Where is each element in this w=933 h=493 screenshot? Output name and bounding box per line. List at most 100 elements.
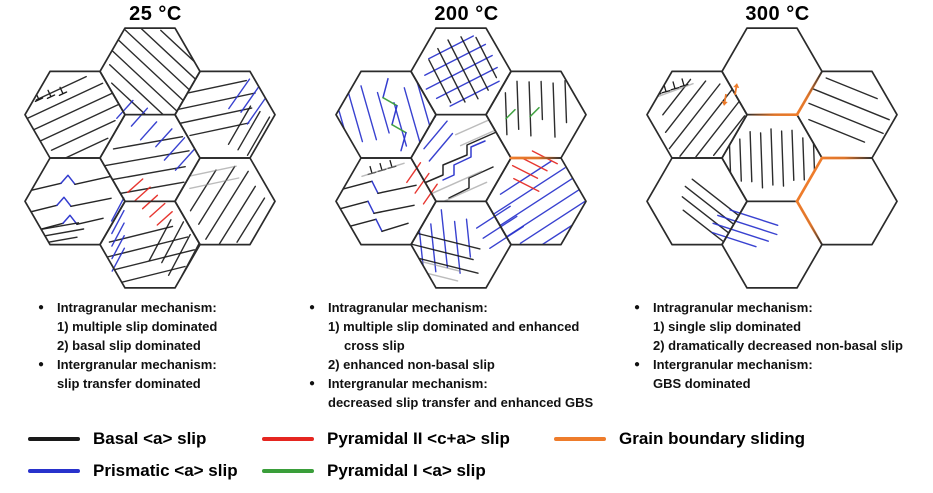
hex-diagram-3 (646, 27, 898, 289)
slip-line-blue (155, 128, 173, 148)
note-text: Intergranular mechanism: (328, 376, 488, 391)
slip-line-blue (440, 209, 449, 269)
slip-line-black (682, 209, 730, 245)
note-text: 1) multiple slip dominated and enhanced (328, 319, 580, 334)
dislocation-symbol (58, 86, 68, 97)
note-text: 2) basal slip dominated (57, 338, 201, 353)
note-text: GBS dominated (653, 376, 751, 391)
grain-hexagon-fill (25, 158, 125, 245)
slip-line-blue (246, 93, 269, 125)
bullet-marker: ● (634, 302, 641, 313)
slip-line-red (414, 172, 430, 194)
note-text: Intergranular mechanism: (653, 357, 813, 372)
panel-1: 25 °C ● Intragranular mechanism: 1) multipl… (0, 0, 311, 412)
legend-item: Basal <a> slip (28, 428, 262, 450)
slip-line-black (428, 59, 452, 104)
slip-line-gray (186, 165, 237, 178)
slip-line-black (119, 181, 185, 195)
slip-line-red (149, 202, 166, 218)
legend-label: Pyramidal II <c+a> slip (327, 429, 510, 448)
slip-line-black (413, 256, 479, 274)
mechanism-note-line: ● Intergranular mechanism: (632, 355, 933, 374)
slip-line-black (108, 225, 174, 243)
slip-polyline-blue (60, 174, 76, 186)
slip-line-blue (430, 223, 437, 273)
slip-line-blue (428, 132, 454, 162)
slip-line-black (437, 47, 466, 103)
slip-polyline-blue (367, 200, 375, 215)
slip-line-black (246, 116, 271, 157)
slip-line-black (825, 77, 878, 100)
slip-line-gray (189, 177, 240, 190)
slip-polyline-blue (400, 131, 407, 152)
slip-line-gray (430, 170, 483, 195)
slip-line-blue (130, 107, 149, 127)
note-text: Intragranular mechanism: (328, 300, 488, 315)
hex-diagram-2 (335, 27, 587, 289)
slip-line-gray (415, 259, 461, 272)
slip-polyline-black (448, 166, 494, 199)
note-text: 1) multiple slip dominated (57, 319, 218, 334)
slip-line-blue (453, 220, 461, 274)
mechanism-note-line: 1) multiple slip dominated (36, 317, 311, 336)
slip-polyline-black (414, 129, 502, 188)
mechanism-notes: ● Intragranular mechanism: 1) multiple sli… (36, 298, 311, 393)
slip-line-blue (492, 167, 566, 215)
slip-line-blue (139, 121, 158, 141)
slip-line-red (406, 161, 422, 184)
slip-line-black (415, 232, 481, 250)
slip-line-black (218, 185, 257, 245)
slip-line-black (108, 64, 166, 115)
legend-label: Grain boundary sliding (619, 429, 806, 448)
slip-line-black (739, 138, 743, 182)
mechanism-note-line: cross slip (307, 336, 622, 355)
slip-line-black (100, 165, 186, 183)
slip-line-black (100, 236, 189, 261)
grain-hexagon-fill (486, 158, 586, 245)
panel-2: 200 °C ● Intragranular mechanism: 1) multip… (309, 0, 622, 412)
slip-line-black (684, 185, 740, 230)
slip-line-black (148, 219, 172, 262)
hex-diagram-1 (24, 27, 276, 289)
dislocation-symbol (679, 78, 689, 88)
slip-line-black (197, 165, 236, 225)
slip-line-black (691, 178, 739, 216)
note-text: slip transfer dominated (57, 376, 201, 391)
grain-hexagon-fill (647, 71, 747, 158)
slip-line-black (25, 82, 104, 121)
grain-hexagon-fill (797, 158, 897, 245)
slip-line-black (161, 221, 185, 264)
slip-polyline-blue (56, 196, 72, 208)
slip-polyline-green (529, 106, 540, 118)
mechanism-note-line: ● Intergranular mechanism: (36, 355, 311, 374)
slip-line-black (36, 222, 80, 231)
slip-line-blue (228, 78, 251, 110)
legend-line-swatch (28, 437, 80, 441)
note-text: Intragranular mechanism: (57, 300, 217, 315)
mechanism-note-line: ● Intragranular mechanism: (307, 298, 622, 317)
gbs-direction-arrow (721, 93, 728, 106)
slip-line-red (511, 164, 539, 180)
slip-line-red (521, 157, 548, 172)
slip-line-blue (111, 247, 126, 272)
slip-line-black (695, 100, 740, 158)
slip-line-black (175, 107, 253, 126)
slip-line-black (447, 39, 479, 100)
slip-line-black (39, 102, 122, 143)
slip-line-red (156, 210, 173, 226)
slip-line-black (236, 197, 266, 243)
legend-column: Grain boundary sliding (554, 428, 805, 482)
slip-polyline-black (26, 182, 62, 193)
slip-line-black (564, 80, 568, 124)
mechanism-note-line: 2) basal slip dominated (36, 336, 311, 355)
slip-line-black (528, 81, 532, 137)
legend-column: Pyramidal II <c+a> slip Pyramidal I <a> s… (262, 428, 554, 482)
slip-line-blue (712, 222, 770, 242)
slip-line-black (167, 233, 191, 277)
slip-line-blue (423, 120, 448, 150)
slip-line-black (504, 92, 508, 136)
slip-line-red (134, 186, 151, 202)
slip-line-black (205, 170, 249, 240)
grain-hexagon-fill (722, 201, 822, 288)
